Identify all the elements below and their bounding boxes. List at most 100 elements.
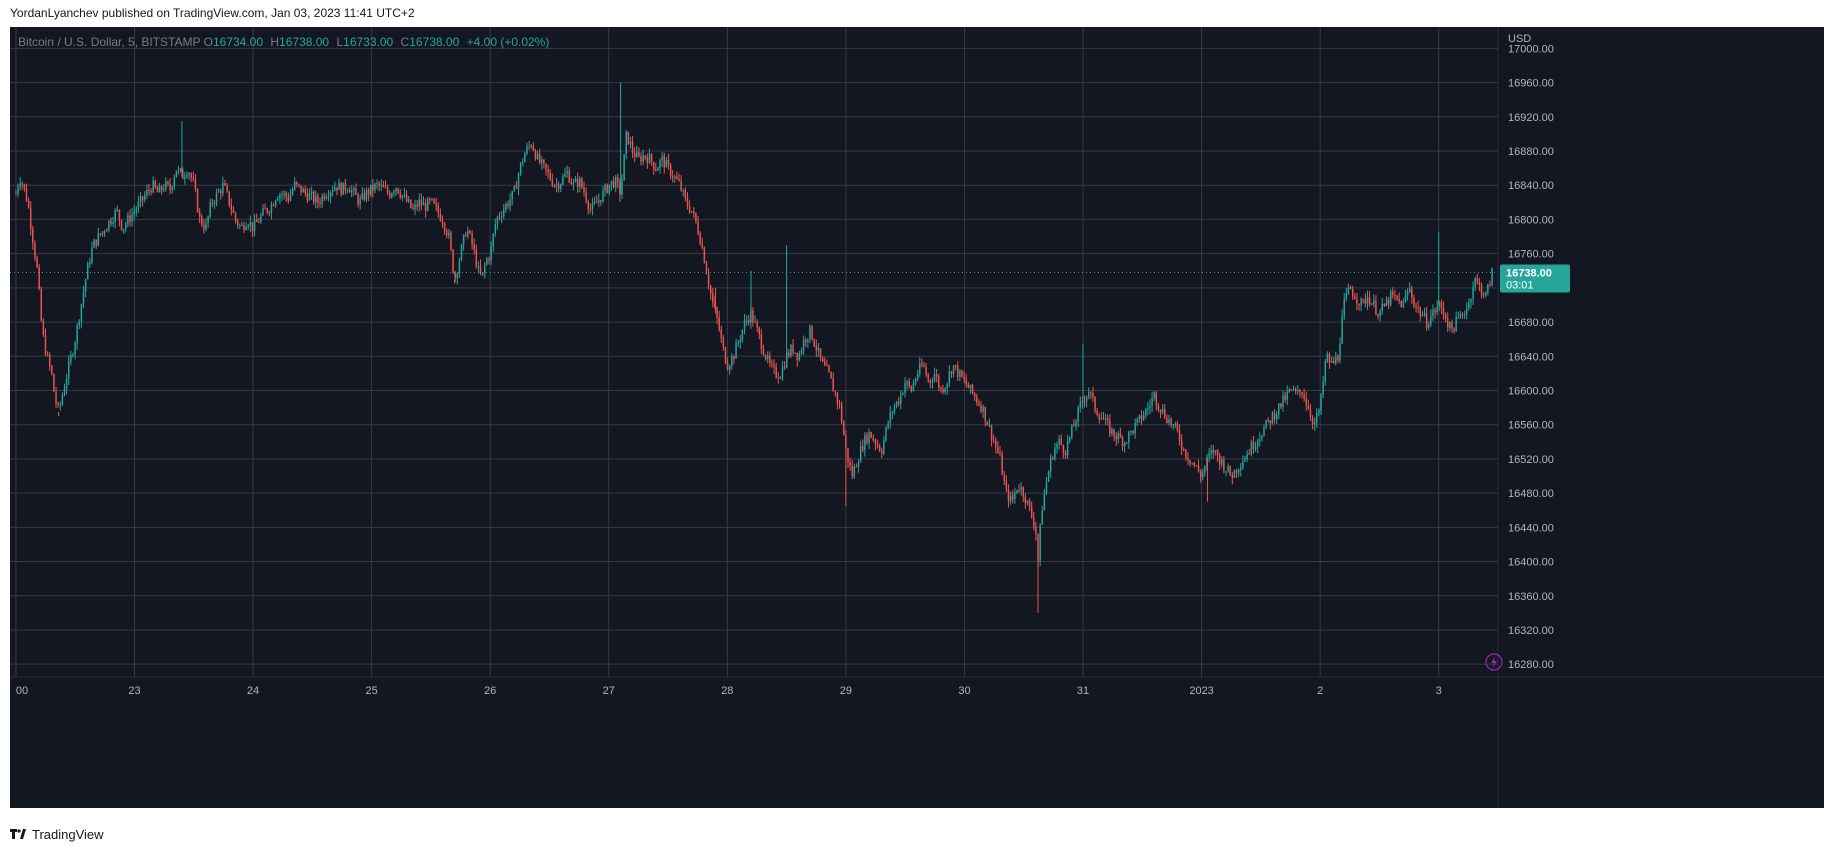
candle-body [1106, 417, 1109, 421]
candle-body [74, 343, 76, 355]
candle-body [59, 404, 62, 406]
candle-body [1244, 458, 1246, 462]
candle-body [152, 180, 154, 193]
candle-body [1174, 423, 1177, 425]
candle-body [997, 446, 999, 453]
candle-body [1039, 524, 1041, 561]
candle-body [207, 216, 209, 223]
candle-body [553, 185, 556, 187]
candle-body [1117, 433, 1120, 440]
candle-body [1231, 475, 1234, 478]
candle-body [169, 184, 171, 191]
candle-body [456, 273, 459, 279]
candle-body [1206, 456, 1208, 467]
candle-body [574, 178, 577, 183]
candle-body [908, 381, 910, 387]
candle-body [1474, 278, 1476, 288]
candle-body [285, 192, 287, 197]
candlestick-chart[interactable]: 17000.00 16960.00 16920.00 16880.00 16840.00… [10, 27, 1824, 808]
candle-body [513, 186, 516, 192]
candle-body [97, 233, 100, 246]
candle-body [148, 190, 150, 192]
candle-body [712, 293, 714, 303]
candle-body [1370, 303, 1373, 305]
candle-body [813, 339, 815, 346]
candle-body [587, 201, 589, 209]
y-tick-label: 16360.00 [1508, 591, 1554, 603]
candle-body [910, 386, 913, 391]
candle-body [1045, 481, 1048, 494]
currency-label: USD [1508, 33, 1531, 45]
candle-body [234, 212, 237, 221]
candle-body [988, 425, 991, 427]
candle-body [1484, 292, 1487, 296]
candle-body [1288, 389, 1291, 392]
candle-body [380, 184, 383, 186]
candle-body [1328, 354, 1331, 363]
candle-body [591, 203, 594, 210]
candle-body [555, 184, 558, 186]
candle-body [655, 169, 657, 171]
candle-body [95, 239, 97, 246]
candle-body [1389, 291, 1392, 305]
candle-body [1111, 429, 1113, 434]
candle-body [1491, 268, 1493, 286]
candle-body [967, 384, 970, 389]
candle-body [496, 216, 499, 225]
candle-body [281, 194, 283, 196]
candle-body [1290, 389, 1293, 391]
candle-body [836, 393, 839, 404]
candle-body [883, 439, 885, 454]
candle-body [931, 381, 934, 383]
legend-open-label: O [203, 35, 213, 49]
chart-panel[interactable]: 17000.00 16960.00 16920.00 16880.00 16840.00… [10, 27, 1824, 808]
candle-body [788, 352, 790, 356]
candle-body [1438, 302, 1441, 307]
candle-body [249, 222, 252, 226]
candle-body [1280, 403, 1282, 407]
candle-body [357, 194, 359, 205]
candle-body [579, 178, 581, 187]
candle-body [1064, 452, 1067, 456]
candle-body [1292, 389, 1295, 391]
x-tick-label: 26 [484, 685, 496, 697]
candle-body [1178, 429, 1181, 441]
candle-body [1381, 303, 1383, 312]
candle-body [682, 190, 684, 192]
candle-body [701, 244, 703, 248]
candle-body [120, 220, 123, 230]
candle-body [925, 366, 927, 375]
candle-body [781, 366, 784, 379]
candle-body [511, 191, 513, 200]
candle-body [1132, 430, 1134, 434]
candle-body [469, 231, 471, 234]
candle-body [640, 156, 642, 162]
y-tick-label: 16840.00 [1508, 180, 1554, 192]
candle-body [190, 173, 192, 178]
candle-body [1322, 381, 1324, 395]
candle-body [906, 381, 908, 384]
candle-body [86, 263, 89, 280]
candle-body [42, 320, 45, 335]
candle-body [887, 423, 889, 428]
candle-body [1318, 410, 1320, 413]
candle-body [353, 188, 355, 190]
candle-body [764, 355, 767, 359]
candle-body [1014, 492, 1016, 499]
candle-body [486, 258, 488, 265]
candle-body [843, 422, 845, 436]
candle-body [1252, 442, 1255, 450]
candle-body [1037, 533, 1039, 561]
candle-body [1459, 313, 1462, 317]
candle-body [401, 195, 404, 198]
candle-body [526, 146, 528, 154]
candle-body [340, 182, 342, 195]
candle-body [821, 357, 824, 362]
candle-body [1113, 429, 1115, 437]
candle-body [652, 161, 655, 170]
candle-body [866, 434, 868, 443]
candle-body [1284, 395, 1286, 401]
candle-body [266, 208, 268, 213]
symbol-legend: Bitcoin / U.S. Dollar, 5, BITSTAMP O1673… [18, 35, 553, 49]
candle-body [1421, 315, 1424, 317]
